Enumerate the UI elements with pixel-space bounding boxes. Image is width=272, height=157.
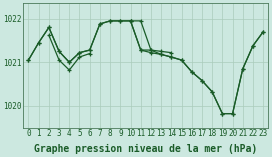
X-axis label: Graphe pression niveau de la mer (hPa): Graphe pression niveau de la mer (hPa) <box>34 143 258 154</box>
